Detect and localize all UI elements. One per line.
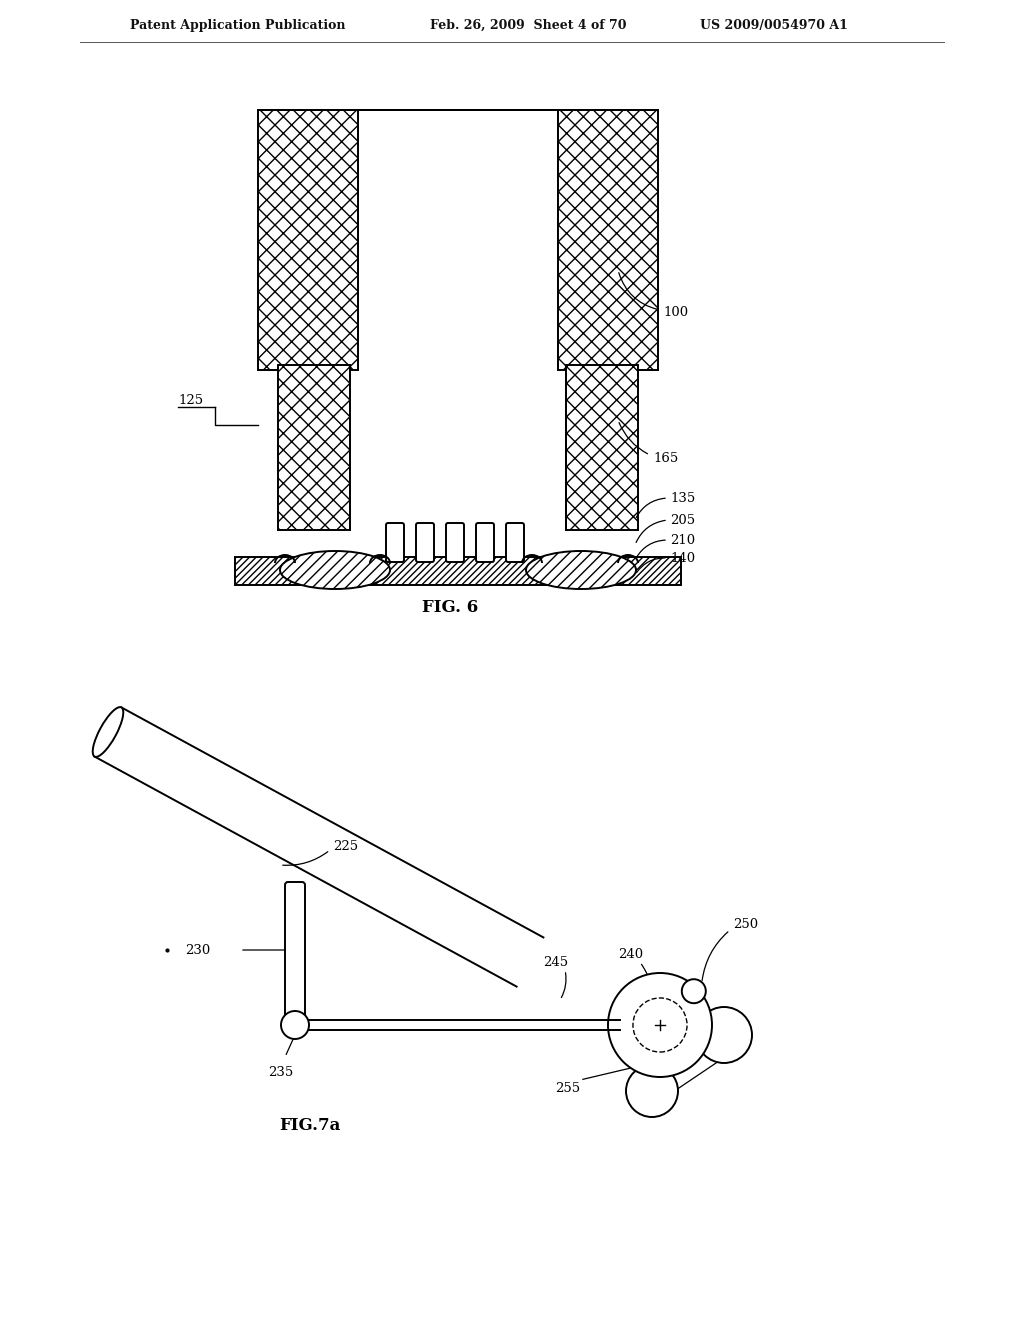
- Text: 260: 260: [648, 1093, 673, 1106]
- Text: 125: 125: [178, 393, 203, 407]
- Text: FIG. 6: FIG. 6: [422, 599, 478, 616]
- Text: 135: 135: [670, 491, 695, 504]
- Text: 100: 100: [663, 305, 688, 318]
- Circle shape: [633, 998, 687, 1052]
- FancyBboxPatch shape: [386, 523, 404, 562]
- Circle shape: [696, 1007, 752, 1063]
- Text: 230: 230: [185, 944, 210, 957]
- Ellipse shape: [93, 708, 123, 756]
- Text: 210: 210: [670, 533, 695, 546]
- Bar: [358, 110, 558, 370]
- Text: ĉ: ĉ: [648, 1088, 653, 1097]
- Text: 245: 245: [543, 956, 568, 969]
- Circle shape: [281, 1011, 309, 1039]
- Text: US 2009/0054970 A1: US 2009/0054970 A1: [700, 18, 848, 32]
- FancyBboxPatch shape: [285, 882, 305, 1028]
- Text: 205: 205: [670, 513, 695, 527]
- FancyBboxPatch shape: [476, 523, 494, 562]
- Ellipse shape: [280, 550, 390, 589]
- Ellipse shape: [526, 550, 636, 589]
- Bar: [350, 366, 566, 531]
- Bar: [234, 557, 681, 585]
- Bar: [558, 110, 658, 370]
- Text: 235: 235: [268, 1065, 293, 1078]
- Circle shape: [682, 979, 706, 1003]
- Text: 240: 240: [618, 948, 643, 961]
- Text: Patent Application Publication: Patent Application Publication: [130, 18, 345, 32]
- Text: Feb. 26, 2009  Sheet 4 of 70: Feb. 26, 2009 Sheet 4 of 70: [430, 18, 627, 32]
- Bar: [258, 110, 358, 370]
- FancyBboxPatch shape: [506, 523, 524, 562]
- Bar: [566, 366, 638, 531]
- FancyBboxPatch shape: [416, 523, 434, 562]
- Text: 225: 225: [333, 840, 358, 853]
- Bar: [278, 366, 350, 531]
- Circle shape: [626, 1065, 678, 1117]
- Text: 140: 140: [670, 552, 695, 565]
- Text: 255: 255: [555, 1081, 581, 1094]
- Text: 250: 250: [733, 919, 758, 932]
- Circle shape: [608, 973, 712, 1077]
- Text: FIG.7a: FIG.7a: [280, 1117, 341, 1134]
- FancyBboxPatch shape: [446, 523, 464, 562]
- Text: 165: 165: [653, 451, 678, 465]
